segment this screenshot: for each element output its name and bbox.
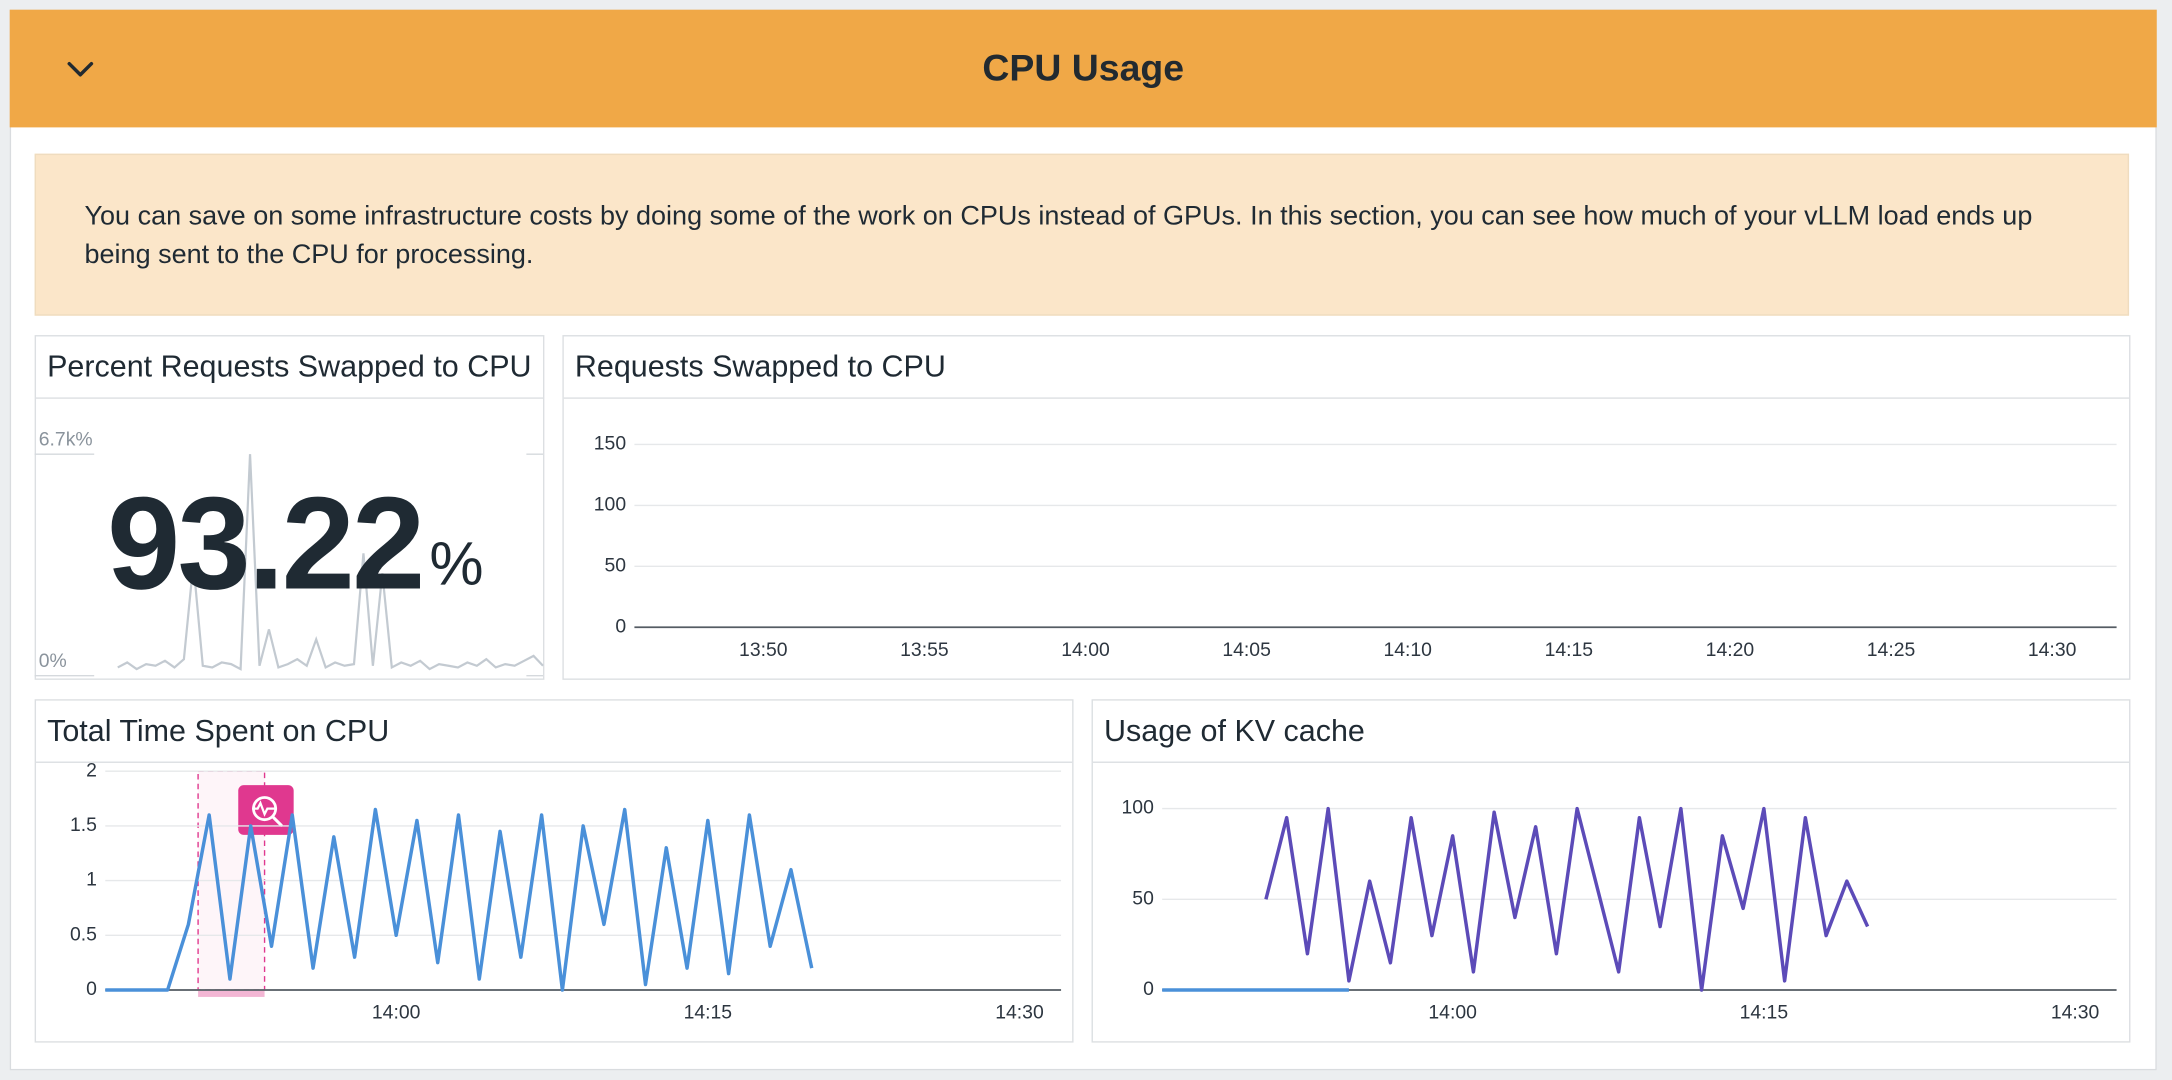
note-text: You can save on some infrastructure cost… [84,200,2033,271]
y-tick-label: 50 [1132,887,1154,909]
zoom-selection-bar [198,990,265,997]
x-tick-label: 13:55 [900,639,949,661]
x-tick-label: 14:30 [995,1002,1044,1024]
x-tick-label: 14:20 [1706,639,1755,661]
y-tick-label: 0 [1143,978,1154,1000]
sparkline [117,454,544,671]
panel-title: Usage of KV cache [1092,701,2130,763]
line-series [105,807,814,992]
panel: Percent Requests Swapped to CPU [34,335,545,680]
panel: Usage of KV cache [1091,699,2131,1043]
x-tick-label: 14:10 [1383,639,1432,661]
x-tick-label: 14:00 [1061,639,1110,661]
y-tick-label: 0 [615,615,626,637]
zoom-button[interactable] [238,785,294,835]
collapse-chevron[interactable] [53,42,108,97]
y-tick-label: 100 [594,494,627,516]
x-tick-label: 14:00 [372,1002,421,1024]
spark-tick-label: 0% [39,650,67,672]
x-tick-label: 14:15 [1545,639,1594,661]
y-tick-label: 150 [594,433,627,455]
panel-title: Requests Swapped to CPU [563,336,2130,399]
y-tick-label: 100 [1122,797,1155,819]
x-tick-label: 14:05 [1222,639,1271,661]
panel-title: Total Time Spent on CPU [36,701,1073,763]
section-header[interactable]: CPU Usage [9,9,2157,128]
x-tick-label: 14:15 [684,1002,733,1024]
section-title: CPU Usage [982,47,1185,89]
y-tick-label: 1 [86,869,97,891]
spark-tick-label: 6.7k% [39,428,93,450]
stat-value: 93.22 [107,469,422,616]
x-tick-label: 14:30 [2028,639,2077,661]
stat-unit: % [429,529,483,597]
y-tick-label: 2 [86,759,97,781]
y-tick-label: 50 [605,554,627,576]
line-series [1264,806,1870,992]
note-box: You can save on some infrastructure cost… [34,153,2130,316]
x-tick-label: 14:25 [1867,639,1916,661]
y-tick-label: 0.5 [70,923,97,945]
y-tick-label: 1.5 [70,814,97,836]
x-tick-label: 14:00 [1428,1002,1477,1024]
y-tick-label: 0 [86,978,97,1000]
panel-title: Percent Requests Swapped to CPU [36,336,543,399]
x-tick-label: 14:15 [1740,1002,1789,1024]
panel: Requests Swapped to CPU [562,335,2131,680]
x-tick-label: 14:30 [2051,1002,2100,1024]
x-tick-label: 13:50 [739,639,788,661]
panel: Total Time Spent on CPU [34,699,1074,1043]
